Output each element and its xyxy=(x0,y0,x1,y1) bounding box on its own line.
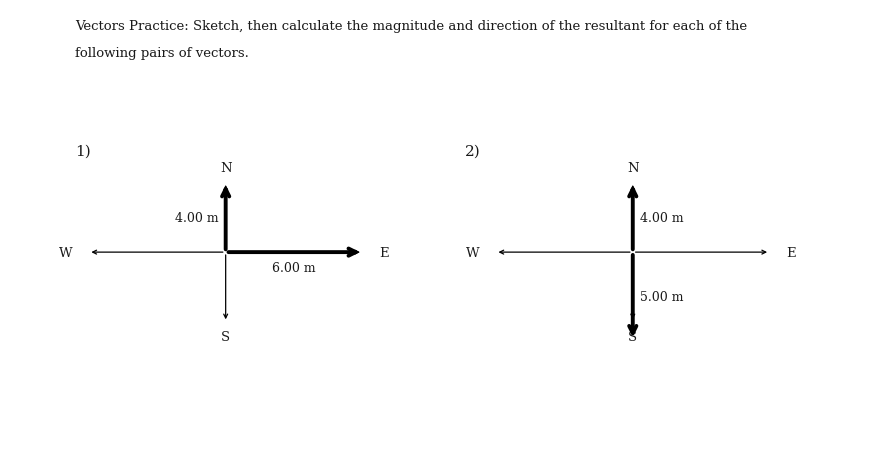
Text: E: E xyxy=(379,246,389,259)
Text: W: W xyxy=(59,246,73,259)
Text: 4.00 m: 4.00 m xyxy=(175,211,219,224)
Text: E: E xyxy=(786,246,796,259)
Text: N: N xyxy=(627,161,639,175)
Text: following pairs of vectors.: following pairs of vectors. xyxy=(75,47,249,60)
Text: N: N xyxy=(219,161,232,175)
Text: 6.00 m: 6.00 m xyxy=(273,262,316,275)
Text: S: S xyxy=(221,331,230,344)
Text: Vectors Practice: Sketch, then calculate the magnitude and direction of the resu: Vectors Practice: Sketch, then calculate… xyxy=(75,20,747,33)
Text: 1): 1) xyxy=(75,144,91,158)
Text: 5.00 m: 5.00 m xyxy=(640,290,683,303)
Text: W: W xyxy=(466,246,480,259)
Text: 2): 2) xyxy=(465,144,481,158)
Text: S: S xyxy=(628,331,637,344)
Text: 4.00 m: 4.00 m xyxy=(640,211,683,224)
